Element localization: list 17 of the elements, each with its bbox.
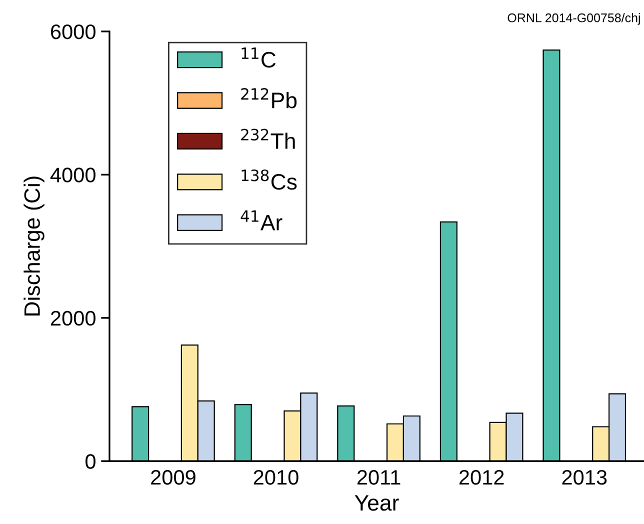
legend-label: $^{138}$Cs <box>242 169 297 190</box>
x-tick-label: 2011 <box>357 470 400 485</box>
legend-label: $^{11}$C <box>242 48 276 68</box>
x-tick-label: 2012 <box>459 470 504 485</box>
x-tick-label: 2010 <box>254 470 298 485</box>
x-axis-title: Year <box>354 495 399 511</box>
legend-label: $^{212}$Pb <box>241 88 297 108</box>
legend-label: $^{232}$Th <box>241 128 295 149</box>
x-tick-label: 2009 <box>151 470 196 485</box>
y-axis-title: Discharge (Ci) <box>24 176 44 316</box>
y-tick-label: 4000 <box>50 168 96 182</box>
text: ORNL 2014-G00758/chj <box>508 13 640 25</box>
y-tick-label: 6000 <box>51 24 96 40</box>
legend-label: $^{41}$Ar <box>240 210 282 230</box>
y-tick-label: 0 <box>86 454 96 469</box>
x-tick-label: 2013 <box>562 470 607 485</box>
y-tick-label: 2000 <box>50 310 96 326</box>
